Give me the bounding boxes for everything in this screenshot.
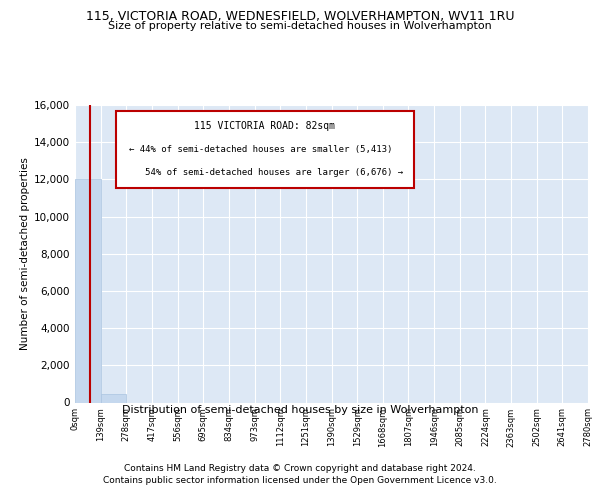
Bar: [101, 394, 127, 402]
Text: Contains public sector information licensed under the Open Government Licence v3: Contains public sector information licen…: [103, 476, 497, 485]
Text: 54% of semi-detached houses are larger (6,676) →: 54% of semi-detached houses are larger (…: [129, 168, 403, 177]
Text: 115 VICTORIA ROAD: 82sqm: 115 VICTORIA ROAD: 82sqm: [194, 122, 335, 132]
FancyBboxPatch shape: [116, 111, 413, 188]
Text: Contains HM Land Registry data © Crown copyright and database right 2024.: Contains HM Land Registry data © Crown c…: [124, 464, 476, 473]
Text: Distribution of semi-detached houses by size in Wolverhampton: Distribution of semi-detached houses by …: [122, 405, 478, 415]
Text: 115, VICTORIA ROAD, WEDNESFIELD, WOLVERHAMPTON, WV11 1RU: 115, VICTORIA ROAD, WEDNESFIELD, WOLVERH…: [86, 10, 514, 23]
Text: ← 44% of semi-detached houses are smaller (5,413): ← 44% of semi-detached houses are smalle…: [129, 145, 392, 154]
Y-axis label: Number of semi-detached properties: Number of semi-detached properties: [20, 158, 30, 350]
Text: Size of property relative to semi-detached houses in Wolverhampton: Size of property relative to semi-detach…: [108, 21, 492, 31]
Bar: [75, 180, 101, 402]
